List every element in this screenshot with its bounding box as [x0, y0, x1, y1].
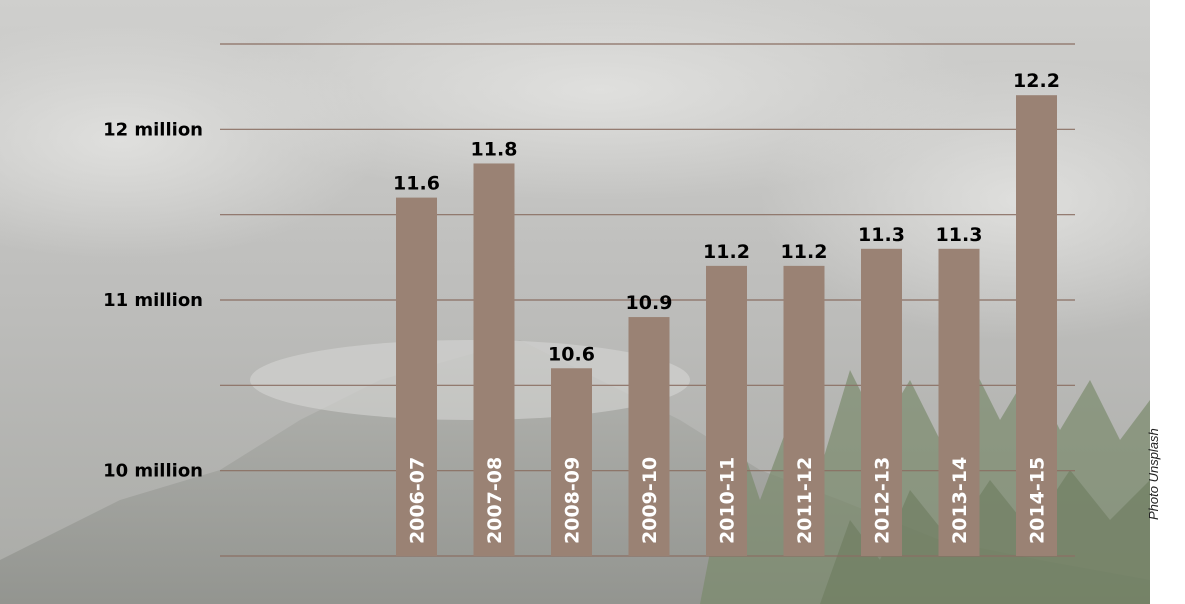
value-label-2012-13: 11.3: [858, 224, 905, 246]
bar-2007-08: [473, 163, 515, 556]
category-label-2007-08: 2007-08: [484, 457, 506, 544]
category-label-2012-13: 2012-13: [872, 457, 894, 544]
category-label-2008-09: 2008-09: [562, 457, 584, 544]
bar-2006-07: [396, 197, 437, 556]
bars: [396, 95, 1057, 557]
bar-2011-12: [783, 265, 825, 556]
y-tick-label-0: 10 million: [103, 461, 203, 482]
value-label-2010-11: 11.2: [703, 241, 750, 263]
y-tick-label-1: 11 million: [103, 290, 203, 311]
value-labels: 11.6 11.8 10.6 10.9 11.2 11.2 11.3 11.3 12.2: [393, 70, 1060, 365]
photo-credit: Photo Unsplash: [1146, 428, 1161, 520]
category-label-2013-14: 2013-14: [949, 457, 971, 544]
bar-2008-09: [551, 368, 592, 556]
category-labels: 2006-07 2007-08 2008-09 2009-10 2010-11 2011-…: [407, 457, 1049, 544]
y-axis-tick-labels: 10 million 11 million 12 million: [103, 119, 203, 481]
bar-2013-14: [938, 248, 980, 557]
bar-2012-13: [861, 248, 902, 557]
y-tick-label-2: 12 million: [103, 119, 203, 140]
value-label-2009-10: 10.9: [626, 292, 673, 314]
bar-2014-15: [1016, 95, 1057, 556]
gridlines: [220, 43, 1075, 557]
bar-2010-11: [706, 265, 747, 556]
category-label-2010-11: 2010-11: [717, 457, 739, 544]
value-label-2008-09: 10.6: [548, 343, 595, 365]
value-label-2014-15: 12.2: [1013, 70, 1060, 92]
value-label-2011-12: 11.2: [781, 241, 828, 263]
value-label-2007-08: 11.8: [471, 138, 518, 160]
category-label-2011-12: 2011-12: [794, 457, 816, 544]
category-label-2009-10: 2009-10: [639, 457, 661, 544]
value-label-2006-07: 11.6: [393, 173, 440, 195]
value-label-2013-14: 11.3: [936, 224, 983, 246]
category-label-2014-15: 2014-15: [1027, 457, 1049, 544]
category-label-2006-07: 2006-07: [407, 457, 429, 544]
bar-2009-10: [628, 317, 670, 556]
